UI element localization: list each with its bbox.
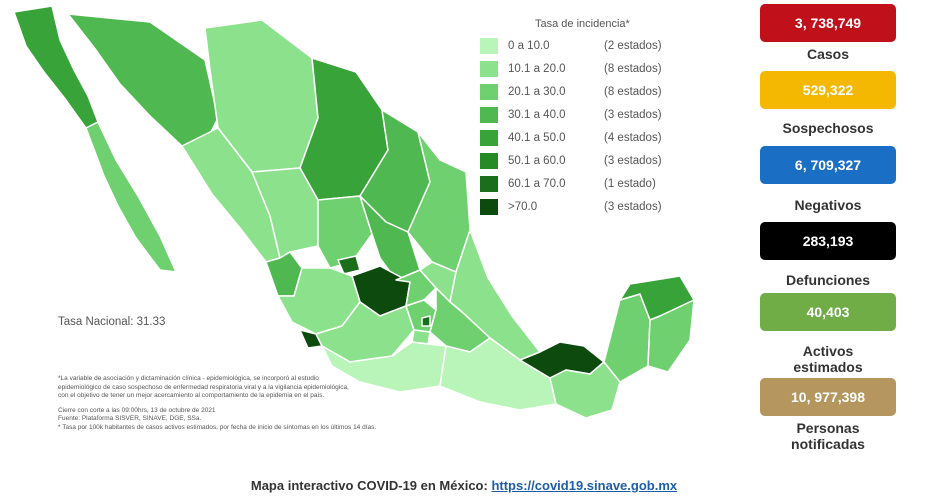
legend-swatch	[480, 176, 498, 192]
legend-swatch	[480, 38, 498, 54]
legend-range: 40.1 a 50.0	[508, 132, 566, 144]
state-quintana-roo[interactable]	[647, 299, 695, 373]
legend-range: 60.1 a 70.0	[508, 178, 566, 190]
legend-item: 10.1 a 20.0 (8 estados)	[480, 61, 684, 77]
legend-range: 0 a 10.0	[508, 40, 550, 52]
legend-range: 30.1 a 40.0	[508, 109, 566, 121]
legend-count: (8 estados)	[604, 86, 662, 98]
tasa-nacional: Tasa Nacional: 31.33	[58, 316, 166, 328]
data-source: Fuente: Plataforma SISVER, SINAVE, DGE, …	[58, 415, 202, 423]
legend-count: (3 estados)	[604, 155, 662, 167]
stat-label: Negativos	[794, 197, 862, 213]
legend-item: 20.1 a 30.0 (8 estados)	[480, 84, 684, 100]
rate-note: * Tasa por 100k habitantes de casos acti…	[58, 423, 377, 431]
legend-swatch	[480, 153, 498, 169]
legend-item: 30.1 a 40.0 (3 estados)	[480, 107, 684, 123]
legend-swatch	[480, 61, 498, 77]
state-cdmx[interactable]	[421, 315, 431, 327]
legend-range: 10.1 a 20.0	[508, 63, 566, 75]
legend-swatch	[480, 107, 498, 123]
stat-label: Defunciones	[785, 272, 870, 288]
state-jalisco[interactable]	[277, 267, 361, 335]
cutoff-date: Cierre con corte a las 09:00hrs, 13 de o…	[58, 406, 216, 414]
stat-label: Personas notificadas	[791, 420, 865, 452]
sinave-link[interactable]: https://covid19.sinave.gob.mx	[491, 478, 678, 493]
footnote-line: *La variable de asociación y dictaminaci…	[58, 375, 319, 382]
legend-count: (3 estados)	[604, 109, 662, 121]
legend-range: 50.1 a 60.0	[508, 155, 566, 167]
legend-title: Tasa de incidencia*	[535, 18, 630, 30]
state-aguascalientes[interactable]	[337, 255, 361, 275]
legend-swatch	[480, 130, 498, 146]
legend-range: >70.0	[508, 201, 538, 213]
stat-value-box: 283,193	[760, 222, 896, 260]
state-baja-california-sur[interactable]	[85, 121, 177, 273]
legend-swatch	[480, 84, 498, 100]
state-durango[interactable]	[251, 167, 319, 259]
legend-item: >70.0 (3 estados)	[480, 199, 684, 215]
legend-count: (3 estados)	[604, 201, 662, 213]
caption-text: Mapa interactivo COVID-19 en México:	[250, 478, 492, 493]
footnote-line: epidemiológico de caso sospechoso de enf…	[58, 383, 349, 391]
caption: Mapa interactivo COVID-19 en México: htt…	[0, 478, 928, 493]
stat-value-box: 40,403	[760, 293, 896, 331]
legend-count: (8 estados)	[604, 63, 662, 75]
stat-value-box: 10, 977,398	[760, 378, 896, 416]
stat-value-box: 3, 738,749	[760, 4, 896, 42]
legend-item: 60.1 a 70.0 (1 estado)	[480, 176, 684, 192]
stat-value-box: 529,322	[760, 71, 896, 109]
legend-item: 50.1 a 60.0 (3 estados)	[480, 153, 684, 169]
legend-item: 40.1 a 50.0 (4 estados)	[480, 130, 684, 146]
legend-item: 0 a 10.0 (2 estados)	[480, 38, 684, 54]
stat-label: Activos estimados	[793, 343, 863, 375]
footnotes: *La variable de asociación y dictaminaci…	[58, 375, 478, 433]
legend-swatch	[480, 199, 498, 215]
stat-label: Sospechosos	[782, 120, 874, 136]
legend-count: (4 estados)	[604, 132, 662, 144]
state-campeche[interactable]	[603, 293, 651, 383]
mexico-choropleth-map	[13, 5, 695, 419]
stat-label: Casos	[806, 46, 850, 62]
legend-range: 20.1 a 30.0	[508, 86, 566, 98]
footnote-line: con el objetivo de tener un mejor acerca…	[58, 392, 325, 400]
legend-count: (1 estado)	[604, 178, 656, 190]
legend-count: (2 estados)	[604, 40, 662, 52]
stat-value-box: 6, 709,327	[760, 146, 896, 184]
